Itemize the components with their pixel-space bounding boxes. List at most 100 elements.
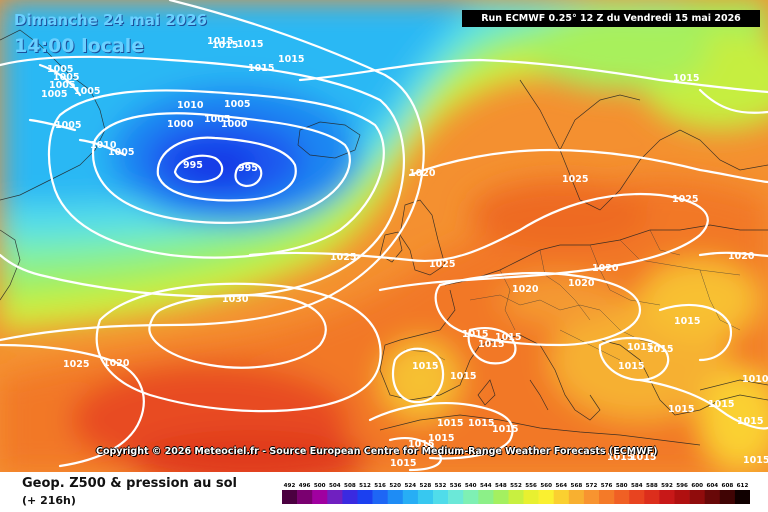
scale-tick-label: 552 [510, 483, 522, 489]
pressure-label: 1020 [728, 251, 755, 262]
borders [404, 229, 741, 361]
pressure-label: 1005 [74, 86, 100, 97]
scale-swatch [644, 490, 660, 504]
scale-tick-label: 492 [284, 483, 296, 489]
scale-swatch [387, 490, 404, 504]
scale-swatch [674, 490, 690, 504]
pressure-label: 1015 [618, 361, 644, 372]
scale-tick-label: 568 [571, 483, 583, 489]
scale-tick-label: 512 [359, 483, 371, 489]
scale-tick-label: 556 [525, 483, 537, 489]
scale-swatch [734, 490, 750, 504]
pressure-label: 1015 [462, 329, 488, 340]
scale-swatch [538, 490, 554, 504]
scale-tick-label: 524 [404, 483, 416, 489]
scale-swatch [448, 490, 464, 504]
pressure-label: 1015 [478, 339, 504, 350]
pressure-label: 995 [238, 163, 258, 174]
scale-swatch [417, 490, 434, 504]
scale-swatch [282, 490, 298, 504]
scale-swatch [463, 490, 479, 504]
pressure-label: 1015 [668, 404, 694, 415]
pressure-label: 1015 [607, 452, 633, 463]
scale-swatch [372, 490, 388, 504]
scale-tick-label: 560 [540, 483, 552, 489]
pressure-label: 1015 [248, 63, 274, 74]
pressure-label: 1020 [512, 284, 539, 295]
valid-time-title: 14:00 locale [14, 35, 145, 57]
weather-map: 1015 1015 1015 1015 1015 1005 1005 1005 … [0, 0, 768, 472]
scale-tick-label: 584 [631, 483, 643, 489]
scale-tick-label: 576 [601, 483, 613, 489]
scale-swatch [312, 490, 328, 504]
scale-swatch [599, 490, 615, 504]
pressure-labels: 1015 1015 1015 1015 1015 1005 1005 1005 … [41, 36, 768, 469]
scale-swatch [327, 490, 343, 504]
scale-tick-label: 536 [450, 483, 462, 489]
pressure-label: 1005 [55, 120, 81, 131]
model-run-label: Run ECMWF 0.25° 12 Z du Vendredi 15 mai … [462, 10, 760, 27]
scale-tick-label: 520 [389, 483, 401, 489]
scale-tick-label: 572 [586, 483, 598, 489]
pressure-label: 1015 [408, 439, 434, 450]
pressure-label: 1025 [429, 259, 455, 270]
pressure-label: 1015 [743, 455, 768, 466]
scale-swatch [629, 490, 645, 504]
pressure-label: 1000 [221, 119, 248, 130]
pressure-label: 1005 [49, 80, 75, 91]
scale-tick-label: 608 [722, 483, 734, 489]
pressure-label: 1020 [103, 358, 130, 369]
pressure-label: 1015 [737, 416, 763, 427]
scale-swatch [719, 490, 736, 504]
pressure-label: 1025 [672, 194, 698, 205]
scale-tick-label: 508 [344, 483, 356, 489]
scale-tick-label: 612 [737, 483, 749, 489]
pressure-label: 1025 [330, 252, 356, 263]
pressure-label: 1015 [673, 73, 699, 84]
pressure-label: 1020 [592, 263, 619, 274]
scale-swatch [659, 490, 675, 504]
scale-swatch [523, 490, 539, 504]
scale-tick-label: 604 [706, 483, 718, 489]
pressure-label: 1005 [41, 89, 67, 100]
scale-tick-label: 528 [420, 483, 432, 489]
pressure-label: 1020 [568, 278, 595, 289]
pressure-label: 1015 [278, 54, 304, 65]
scale-swatch [493, 490, 509, 504]
scale-tick-label: 516 [374, 483, 386, 489]
scale-swatch [508, 490, 524, 504]
pressure-label: 1010 [177, 100, 204, 111]
scale-tick-label: 544 [480, 483, 492, 489]
color-scale-swatches [282, 490, 750, 504]
scale-tick-label: 564 [555, 483, 567, 489]
scale-tick-label: 580 [616, 483, 628, 489]
scale-swatch [568, 490, 585, 504]
pressure-label: 1005 [224, 99, 250, 110]
pressure-label: 1015 [390, 458, 416, 469]
scale-swatch [614, 490, 630, 504]
pressure-label: 1015 [627, 342, 653, 353]
scale-tick-label: 496 [299, 483, 311, 489]
color-scale-ticks: 492 496 500 504 508 512 516 520 524 528 532 536 540 5… [284, 483, 749, 489]
copyright-notice: Copyright © 2026 Meteociel.fr - Source E… [96, 446, 658, 457]
product-title: Geop. Z500 & pression au sol [22, 476, 237, 491]
pressure-label: 1015 [207, 36, 233, 47]
pressure-label: 1015 [428, 433, 454, 444]
scale-swatch [553, 490, 570, 504]
pressure-label: 1015 [492, 424, 518, 435]
pressure-label: 1015 [412, 361, 438, 372]
forecast-hour: (+ 216h) [22, 494, 76, 507]
scale-swatch [357, 490, 373, 504]
pressure-label: 1005 [204, 114, 230, 125]
scale-tick-label: 596 [676, 483, 688, 489]
scale-tick-label: 532 [435, 483, 447, 489]
scale-tick-label: 588 [646, 483, 658, 489]
pressure-label: 1005 [108, 147, 134, 158]
pressure-label: 1015 [437, 418, 463, 429]
pressure-label: 1030 [222, 294, 249, 305]
pressure-label: 1015 [212, 40, 238, 51]
scale-swatch [297, 490, 313, 504]
scale-tick-label: 504 [329, 483, 341, 489]
pressure-label: 1005 [47, 64, 73, 75]
